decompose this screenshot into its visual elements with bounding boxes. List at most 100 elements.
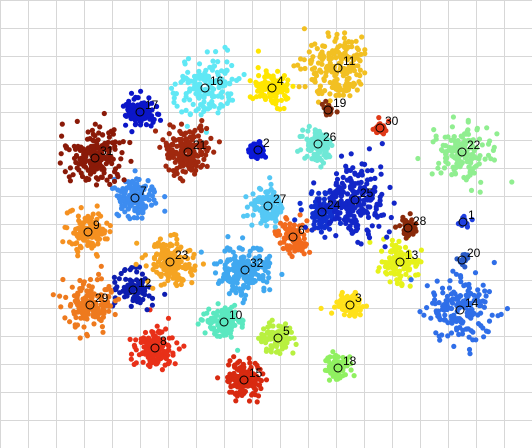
data-point [122, 267, 128, 273]
data-point [366, 235, 373, 241]
data-point [255, 65, 261, 71]
cluster-25-points [302, 141, 397, 250]
data-point [274, 232, 280, 238]
data-point [177, 156, 184, 162]
centroid-marker-15 [239, 375, 249, 385]
data-point [215, 59, 221, 65]
data-point [327, 60, 333, 66]
data-point [67, 319, 73, 325]
data-point [246, 355, 252, 361]
data-point [261, 285, 267, 291]
data-point [450, 313, 456, 319]
data-point [162, 291, 168, 297]
data-point [101, 110, 107, 117]
data-point [90, 143, 96, 149]
data-point [311, 65, 318, 71]
data-point [116, 140, 123, 146]
data-point [351, 293, 357, 299]
data-point [261, 93, 267, 99]
data-point [391, 200, 397, 206]
data-point [229, 97, 236, 103]
data-point [247, 78, 253, 84]
data-point [105, 158, 111, 164]
data-point [228, 327, 234, 333]
data-point [266, 275, 272, 281]
data-point [74, 309, 81, 315]
data-point [243, 194, 249, 200]
data-point [274, 105, 280, 112]
data-point [259, 331, 265, 337]
data-point [130, 297, 136, 304]
data-point [277, 350, 283, 357]
data-point [320, 133, 326, 139]
data-point [436, 315, 442, 321]
data-point [459, 260, 465, 266]
data-point [138, 189, 144, 195]
data-point [462, 264, 468, 270]
data-point [216, 105, 222, 111]
data-point [184, 255, 191, 262]
data-point [203, 152, 209, 158]
data-point [346, 75, 352, 81]
data-point [344, 191, 351, 197]
cluster-label-15: 15 [249, 366, 263, 380]
data-point [256, 382, 263, 388]
data-point [333, 180, 339, 186]
data-point [362, 51, 368, 57]
data-point [264, 223, 270, 229]
centroid-marker-3 [345, 300, 355, 310]
data-point [78, 205, 84, 211]
data-point [174, 236, 180, 242]
data-point [142, 287, 148, 293]
data-point [278, 240, 284, 246]
data-point [66, 239, 73, 245]
data-point [449, 124, 455, 130]
data-point [445, 161, 451, 167]
centroid-marker-25 [350, 195, 360, 205]
data-point [143, 122, 149, 128]
data-point [144, 341, 150, 347]
centroid-marker-28 [403, 223, 413, 233]
data-point [237, 259, 243, 265]
data-point [199, 118, 205, 124]
data-point [308, 60, 314, 66]
data-point [215, 72, 221, 78]
data-point [316, 197, 322, 203]
data-point [131, 342, 137, 348]
data-point [255, 365, 261, 371]
cluster-label-21: 21 [193, 138, 207, 152]
data-point [322, 191, 329, 197]
data-point [146, 95, 152, 101]
data-point [436, 300, 442, 306]
data-point [327, 220, 333, 226]
data-point [368, 176, 374, 182]
data-point [146, 197, 152, 203]
data-point [301, 57, 307, 63]
data-point [163, 350, 169, 356]
data-point [283, 94, 289, 100]
data-point [415, 155, 421, 162]
data-point [197, 138, 203, 144]
data-point [62, 315, 68, 321]
cluster-label-7: 7 [140, 184, 147, 198]
data-point [264, 329, 271, 335]
data-point [392, 224, 399, 230]
data-point [60, 239, 66, 245]
data-point [225, 234, 231, 240]
data-point [450, 268, 456, 274]
data-point [216, 139, 222, 145]
data-point [254, 245, 260, 251]
data-point [318, 305, 324, 311]
data-point [59, 133, 65, 139]
data-point [171, 172, 177, 178]
data-point [127, 336, 133, 342]
data-point [63, 145, 69, 151]
data-point [332, 189, 338, 195]
data-point [111, 274, 117, 280]
data-point [136, 286, 142, 292]
data-point [77, 286, 83, 292]
data-point [198, 126, 204, 133]
centroid-marker-4 [267, 83, 277, 93]
data-point [351, 213, 357, 219]
data-point [456, 331, 462, 338]
